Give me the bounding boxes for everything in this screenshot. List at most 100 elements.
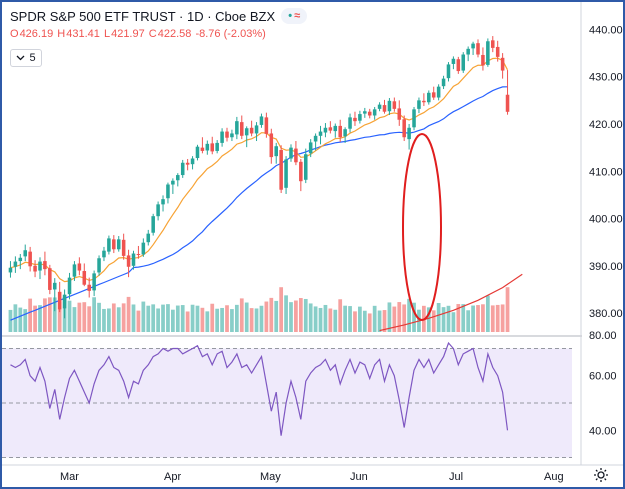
volume-bar: [107, 308, 111, 332]
candle-body: [33, 265, 37, 272]
candle-body: [377, 104, 382, 109]
ma-long-line: [379, 273, 523, 332]
change-value: -8.76 (-2.03%): [195, 28, 266, 40]
volume-bar: [372, 305, 377, 332]
price-tick-label: 430.00: [589, 72, 623, 84]
volume-bar: [402, 304, 407, 332]
candle-body: [333, 125, 338, 132]
price-tick-label: 390.00: [589, 261, 623, 273]
candle-body: [289, 147, 293, 159]
volume-bar: [200, 307, 205, 332]
volume-bar: [220, 307, 224, 332]
candle-body: [436, 86, 441, 98]
candle-body: [230, 133, 234, 138]
volume-bar: [274, 300, 279, 332]
volume-bar: [67, 300, 72, 332]
candle-body: [244, 128, 249, 136]
volume-bar: [456, 304, 461, 332]
time-tick-label: Jul: [449, 471, 463, 483]
volume-bar: [308, 303, 313, 332]
candle-body: [461, 54, 466, 71]
candle-body: [323, 127, 328, 133]
candle-body: [141, 242, 146, 255]
candle-body: [363, 111, 367, 114]
volume-bar: [156, 308, 160, 332]
volume-bar: [298, 298, 303, 332]
volume-bar: [348, 306, 352, 332]
symbol-title[interactable]: SPDR S&P 500 ETF TRUST · 1D · Cboe BZX: [10, 8, 276, 24]
time-tick-label: Aug: [544, 471, 564, 483]
candle-body: [466, 48, 470, 55]
volume-bar: [97, 302, 101, 332]
volume-bar: [87, 306, 92, 332]
candle-body: [313, 135, 318, 142]
candle-body: [397, 108, 402, 120]
volume-bar: [121, 303, 126, 332]
candle-body: [28, 251, 32, 267]
volume-bar: [77, 302, 82, 332]
volume-bar: [259, 305, 264, 332]
volume-bar: [190, 304, 195, 332]
time-tick-label: Apr: [164, 471, 181, 483]
candle-body: [156, 204, 160, 217]
candle-body: [67, 277, 72, 295]
candle-body: [82, 271, 87, 285]
candle-body: [126, 255, 131, 267]
volume-bar: [333, 309, 338, 332]
candle-body: [412, 109, 416, 128]
candle-body: [264, 117, 269, 134]
volume-bar: [18, 307, 23, 332]
high-value: 431.41: [66, 28, 100, 40]
rsi-line: [10, 341, 509, 436]
candle-body: [367, 111, 372, 116]
dot-icon: •: [288, 10, 293, 22]
indicator-toggle-button[interactable]: 5: [10, 49, 42, 67]
candle-body: [299, 161, 303, 182]
volume-bar: [362, 310, 367, 332]
volume-bar: [481, 304, 485, 332]
candle-body: [121, 239, 126, 256]
volume-bar: [57, 301, 62, 332]
candle-body: [57, 291, 62, 310]
price-tick-label: 440.00: [589, 24, 623, 36]
volume-bar: [180, 305, 185, 332]
volume-bar: [446, 305, 451, 332]
volume-bar: [490, 305, 495, 332]
volume-bar: [205, 311, 210, 332]
volume-bar: [392, 306, 397, 332]
candle-body: [225, 131, 229, 138]
volume-bar: [234, 304, 239, 332]
market-status-badge[interactable]: • ≈: [281, 8, 308, 24]
volume-bar: [426, 307, 431, 332]
volume-bar: [451, 312, 456, 332]
candle-body: [269, 133, 274, 158]
candle-body: [471, 43, 475, 49]
volume-bar: [131, 304, 136, 332]
open-value: 426.19: [19, 28, 54, 40]
gear-icon[interactable]: [593, 467, 609, 483]
volume-bar: [47, 297, 52, 332]
volume-bar: [23, 309, 28, 332]
candle-body: [338, 125, 342, 138]
symbol-header[interactable]: SPDR S&P 500 ETF TRUST · 1D · Cboe BZX •…: [10, 8, 308, 24]
candle-body: [303, 154, 308, 180]
candle-body: [476, 43, 480, 55]
candle-body: [52, 282, 57, 290]
candle-body: [8, 267, 13, 273]
volume-bar: [505, 287, 510, 332]
candle-body: [240, 122, 244, 136]
volume-bar: [407, 298, 411, 332]
price-top-label: 80.00: [589, 330, 617, 342]
volume-bar: [441, 307, 446, 332]
candle-body: [166, 184, 170, 199]
volume-bar: [269, 297, 274, 332]
price-tick-label: 410.00: [589, 166, 623, 178]
candle-body: [220, 131, 224, 143]
volume-bar: [500, 304, 505, 332]
candle-body: [491, 40, 495, 48]
volume-bar: [343, 305, 347, 332]
candle-body: [402, 119, 406, 138]
candle-body: [441, 78, 446, 87]
volume-bar: [294, 300, 298, 332]
